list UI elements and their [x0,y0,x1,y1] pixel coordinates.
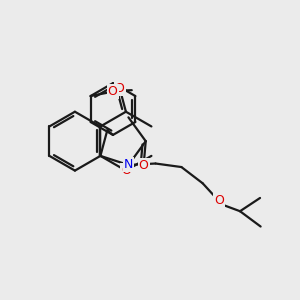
Text: O: O [214,194,224,207]
Text: O: O [108,85,118,98]
Text: O: O [139,159,148,172]
Text: N: N [124,158,133,172]
Text: O: O [121,164,131,177]
Text: O: O [115,82,124,95]
